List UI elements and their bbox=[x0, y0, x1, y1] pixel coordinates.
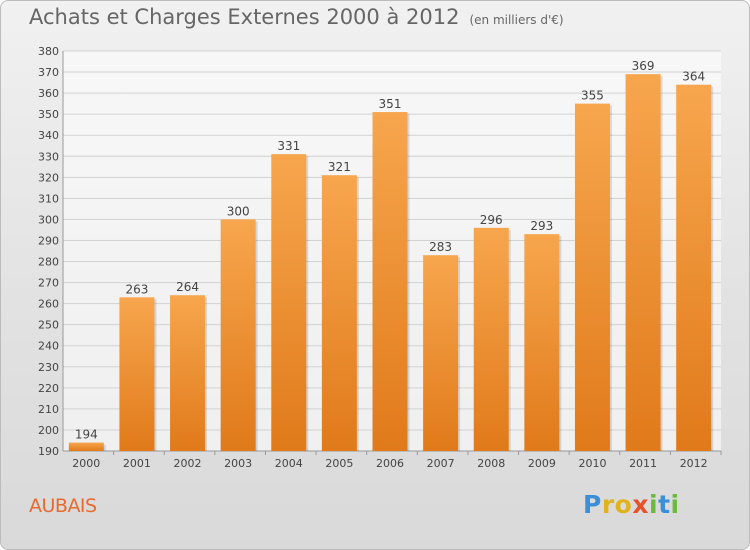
y-tick-label: 240 bbox=[38, 340, 59, 353]
bar bbox=[321, 175, 357, 452]
bar bbox=[625, 74, 661, 451]
proxiti-logo: Proxiti bbox=[583, 490, 680, 519]
bar bbox=[524, 234, 560, 451]
x-tick-label: 2000 bbox=[72, 457, 100, 470]
bar bbox=[574, 103, 610, 451]
x-tick-label: 2010 bbox=[578, 457, 606, 470]
city-name: AUBAIS bbox=[29, 495, 97, 517]
bar-value-label: 293 bbox=[530, 219, 553, 233]
y-tick-label: 330 bbox=[38, 150, 59, 163]
y-tick-label: 220 bbox=[38, 382, 59, 395]
y-tick-label: 210 bbox=[38, 403, 59, 416]
x-tick-label: 2005 bbox=[325, 457, 353, 470]
x-tick-label: 2012 bbox=[680, 457, 708, 470]
x-tick-label: 2007 bbox=[427, 457, 455, 470]
y-tick-label: 260 bbox=[38, 298, 59, 311]
bar bbox=[473, 227, 509, 451]
title-text: Achats et Charges Externes 2000 à 2012 bbox=[29, 5, 460, 29]
chart-title: Achats et Charges Externes 2000 à 2012 (e… bbox=[29, 5, 564, 29]
x-tick-label: 2003 bbox=[224, 457, 252, 470]
bar-value-label: 355 bbox=[581, 89, 604, 103]
x-tick-label: 2009 bbox=[528, 457, 556, 470]
y-tick-label: 270 bbox=[38, 277, 59, 290]
y-tick-label: 310 bbox=[38, 192, 59, 205]
y-tick-label: 380 bbox=[38, 45, 59, 58]
logo-letter: t bbox=[658, 490, 671, 519]
bar-value-label: 300 bbox=[227, 204, 250, 218]
y-tick-label: 230 bbox=[38, 361, 59, 374]
bar bbox=[372, 112, 408, 451]
bar-value-label: 194 bbox=[75, 428, 98, 442]
y-tick-label: 290 bbox=[38, 234, 59, 247]
bar bbox=[676, 84, 712, 452]
bar bbox=[170, 295, 206, 451]
logo-letter: x bbox=[632, 490, 649, 519]
bar-value-label: 283 bbox=[429, 240, 452, 254]
bar bbox=[423, 255, 459, 451]
x-tick-label: 2001 bbox=[123, 457, 151, 470]
bar-value-label: 369 bbox=[632, 59, 655, 73]
x-tick-label: 2011 bbox=[629, 457, 657, 470]
y-tick-label: 250 bbox=[38, 319, 59, 332]
y-tick-label: 190 bbox=[38, 445, 59, 458]
y-tick-label: 360 bbox=[38, 87, 59, 100]
logo-letter: r bbox=[601, 490, 615, 519]
logo-letter: i bbox=[670, 490, 680, 519]
bar-value-label: 263 bbox=[125, 282, 148, 296]
y-tick-label: 340 bbox=[38, 129, 59, 142]
y-tick-label: 300 bbox=[38, 213, 59, 226]
x-tick-label: 2008 bbox=[477, 457, 505, 470]
y-tick-label: 280 bbox=[38, 256, 59, 269]
logo-letter: P bbox=[583, 490, 602, 519]
y-tick-label: 370 bbox=[38, 66, 59, 79]
bar-value-label: 296 bbox=[480, 213, 503, 227]
bar-value-label: 264 bbox=[176, 280, 199, 294]
bar-value-label: 364 bbox=[682, 70, 705, 84]
logo-letter: i bbox=[649, 490, 659, 519]
bar bbox=[68, 442, 104, 451]
bar-value-label: 351 bbox=[379, 97, 402, 111]
bar-value-label: 331 bbox=[277, 139, 300, 153]
x-tick-label: 2006 bbox=[376, 457, 404, 470]
bar-value-label: 321 bbox=[328, 160, 351, 174]
y-tick-label: 320 bbox=[38, 171, 59, 184]
x-tick-label: 2002 bbox=[174, 457, 202, 470]
x-tick-label: 2004 bbox=[275, 457, 303, 470]
bar bbox=[119, 297, 155, 451]
bar bbox=[220, 219, 256, 451]
bar bbox=[271, 154, 307, 451]
title-unit: (en milliers d'€) bbox=[469, 13, 564, 27]
logo-letter: o bbox=[614, 490, 633, 519]
y-tick-label: 350 bbox=[38, 108, 59, 121]
y-tick-label: 200 bbox=[38, 424, 59, 437]
